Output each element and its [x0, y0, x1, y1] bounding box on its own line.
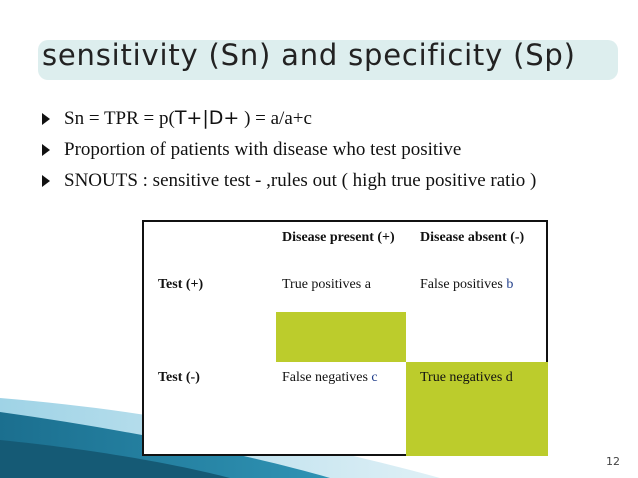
page-number: 12 [606, 455, 620, 468]
cell-false-negatives: False negatives c [282, 370, 378, 386]
cell-true-negatives: True negatives d [420, 370, 513, 386]
title-banner [38, 40, 618, 80]
bullet-list: Sn = TPR = p(T+|D+ ) = a/a+c Proportion … [40, 106, 630, 199]
cell-false-positives: False positives b [420, 277, 513, 293]
bullet-text: SNOUTS : sensitive test - ,rules out ( h… [64, 170, 537, 191]
formula-text-post: ) = a/a+c [239, 108, 312, 129]
bullet-item: SNOUTS : sensitive test - ,rules out ( h… [40, 168, 630, 193]
highlight-true-positive [276, 312, 406, 362]
row-label-test-negative: Test (-) [158, 370, 200, 385]
row-label-test-positive: Test (+) [158, 277, 204, 292]
formula-symbol: T+|D+ [174, 107, 240, 129]
bullet-item: Proportion of patients with disease who … [40, 137, 630, 162]
cell-true-positives: True positives a [282, 277, 371, 293]
highlight-true-negative [406, 362, 548, 456]
cell-letter: c [371, 370, 378, 385]
arrow-bullet-icon [42, 175, 50, 187]
diagnostic-table: Disease present (+) Disease absent (-) T… [142, 220, 548, 456]
cell-text: False positives [420, 277, 507, 292]
bullet-item: Sn = TPR = p(T+|D+ ) = a/a+c [40, 106, 630, 131]
cell-text: True positives a [282, 277, 371, 292]
cell-text: True negatives d [420, 370, 513, 385]
arrow-bullet-icon [42, 113, 50, 125]
header-disease-present: Disease present (+) [282, 230, 395, 245]
slide-title: sensitivity (Sn) and specificity (Sp) [42, 38, 576, 72]
arrow-bullet-icon [42, 144, 50, 156]
header-disease-absent: Disease absent (-) [420, 230, 525, 245]
bullet-text: Proportion of patients with disease who … [64, 139, 462, 160]
cell-text: False negatives [282, 370, 372, 385]
cell-letter: b [506, 277, 514, 292]
formula-text-pre: Sn = TPR = p( [64, 108, 175, 129]
